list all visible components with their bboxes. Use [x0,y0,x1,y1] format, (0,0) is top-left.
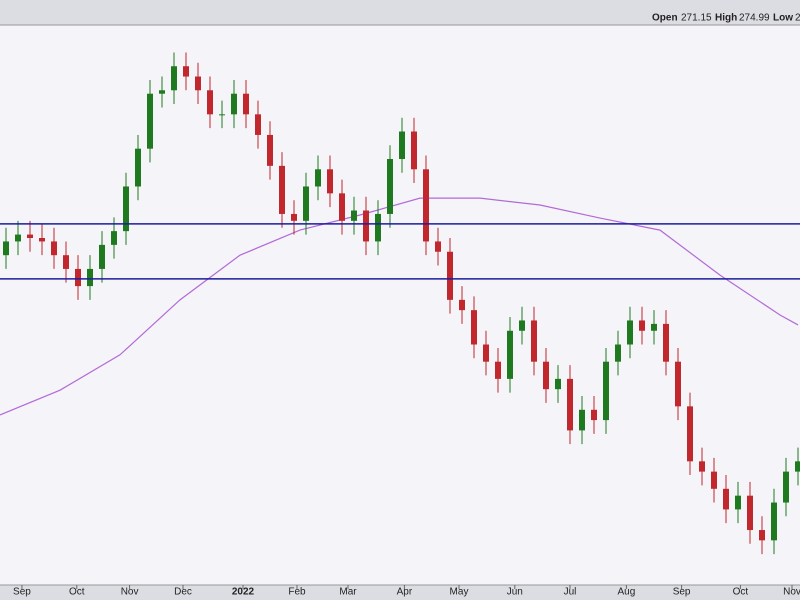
candle-body [615,344,621,362]
candle-body [747,495,753,531]
candle-body [111,231,117,245]
candle-body [663,323,669,362]
candle-body [159,90,165,94]
x-tick-label: Aug [618,587,636,598]
candle-body [591,409,597,421]
x-tick-label: Sep [673,587,691,598]
candle-body [555,378,561,390]
x-tick-label: Apr [397,587,413,598]
candle-body [519,320,525,331]
candle-body [255,114,261,135]
x-tick-label: Jul [564,587,577,598]
x-axis-bar [0,585,800,600]
x-tick-label: Jun [507,587,523,598]
candle-body [687,406,693,462]
candle-body [75,268,81,287]
high-value: 274.99 [739,13,770,24]
candle-body [411,131,417,170]
candle-body [87,268,93,287]
moving-average [0,197,799,416]
candle-body [315,169,321,187]
candle-body [303,186,309,221]
candle-body [3,241,9,256]
candle-body [207,90,213,115]
candle-body [147,93,153,149]
candle-body [531,320,537,362]
candle-body [711,471,717,489]
candle-body [447,251,453,300]
x-tick-label: Oct [733,587,749,598]
x-tick-label: Dec [174,587,192,598]
candle-body [627,320,633,345]
candle-body [39,238,45,242]
header-bar [0,0,800,25]
candle-body [375,213,381,242]
candle-body [27,234,33,239]
candle-body [51,241,57,256]
x-tick-label: Nov [121,587,139,598]
candle-body [183,66,189,77]
candle-body [699,461,705,472]
candle-body [243,93,249,115]
x-tick-label: Mar [339,587,357,598]
candle-body [675,361,681,407]
candle-body [735,495,741,510]
candle-body [543,361,549,390]
candle-body [351,210,357,221]
candle-body [759,530,765,541]
candle-body [399,131,405,159]
candle-body [435,241,441,252]
candle-body [123,186,129,232]
candle-body [471,310,477,345]
candle-body [783,471,789,503]
candle-body [771,502,777,541]
open-label: Open [652,13,678,24]
candle-body [231,93,237,115]
low-label: Low [773,13,793,24]
candle-body [651,323,657,331]
open-value: 271.15 [681,13,712,24]
candle-body [327,169,333,194]
candle-body [15,234,21,242]
candle-body [171,66,177,91]
candle-body [279,165,285,214]
candle-body [567,378,573,431]
x-tick-label: 2022 [232,587,255,598]
candle-body [219,114,225,116]
candle-body [795,461,800,472]
candle-body [459,299,465,311]
x-tick-label: Oct [69,587,85,598]
x-tick-label: Feb [288,587,306,598]
candle-body [63,255,69,269]
candle-body [639,320,645,331]
candle-body [195,76,201,91]
high-label: High [715,13,737,24]
candle-body [267,134,273,166]
candle-body [483,344,489,362]
x-tick-label: May [450,587,469,598]
candle-body [291,213,297,221]
candle-body [603,361,609,421]
x-tick-label: Sep [13,587,31,598]
candle-body [507,330,513,379]
x-tick-label: Nov [783,587,800,598]
candle-body [387,158,393,214]
candle-body [339,193,345,221]
candle-body [363,210,369,242]
low-value: 2 [795,13,800,24]
candle-body [99,244,105,269]
candle-body [579,409,585,431]
candle-body [723,488,729,510]
candle-body [135,148,141,187]
candle-body [495,361,501,379]
candle-body [423,169,429,242]
